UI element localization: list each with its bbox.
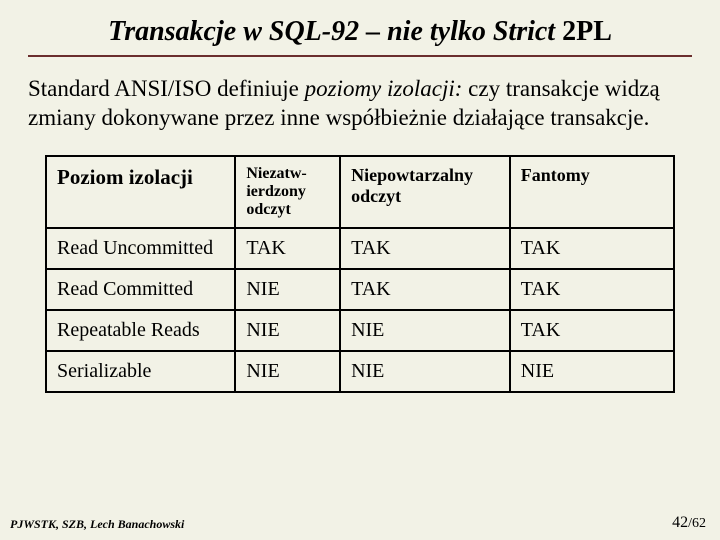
cell: Read Uncommitted <box>46 228 235 269</box>
cell: TAK <box>510 269 674 310</box>
table-row: Read Uncommitted TAK TAK TAK <box>46 228 674 269</box>
page-current: 42 <box>672 514 688 531</box>
footer-author: PJWSTK, SZB, Lech Banachowski <box>10 517 184 532</box>
page-total: 62 <box>692 516 706 531</box>
header-col-3: Fantomy <box>510 156 674 228</box>
cell: TAK <box>340 269 510 310</box>
cell: Read Committed <box>46 269 235 310</box>
cell: TAK <box>235 228 340 269</box>
table-row: Repeatable Reads NIE NIE TAK <box>46 310 674 351</box>
cell: NIE <box>510 351 674 392</box>
header-col-2: Niepowtarzalny odczyt <box>340 156 510 228</box>
slide-title: Transakcje w SQL-92 – nie tylko Strict 2… <box>28 14 692 57</box>
header-col-0: Poziom izolacji <box>46 156 235 228</box>
cell: NIE <box>340 310 510 351</box>
cell: NIE <box>340 351 510 392</box>
table-header-row: Poziom izolacji Niezatw-ierdzony odczyt … <box>46 156 674 228</box>
title-italic: Transakcje w SQL-92 – nie tylko Strict <box>108 16 555 47</box>
cell: NIE <box>235 351 340 392</box>
para-italic: poziomy izolacji: <box>305 76 463 101</box>
para-pre: Standard ANSI/ISO definiuje <box>28 76 305 101</box>
cell: Serializable <box>46 351 235 392</box>
header-col-1: Niezatw-ierdzony odczyt <box>235 156 340 228</box>
cell: Repeatable Reads <box>46 310 235 351</box>
isolation-levels-table: Poziom izolacji Niezatw-ierdzony odczyt … <box>45 155 675 393</box>
title-plain: 2PL <box>562 16 612 47</box>
footer-page-number: 42/62 <box>672 514 706 532</box>
cell: TAK <box>510 228 674 269</box>
cell: TAK <box>340 228 510 269</box>
body-paragraph: Standard ANSI/ISO definiuje poziomy izol… <box>28 75 692 133</box>
cell: NIE <box>235 310 340 351</box>
table-row: Serializable NIE NIE NIE <box>46 351 674 392</box>
cell: NIE <box>235 269 340 310</box>
cell: TAK <box>510 310 674 351</box>
table-row: Read Committed NIE TAK TAK <box>46 269 674 310</box>
